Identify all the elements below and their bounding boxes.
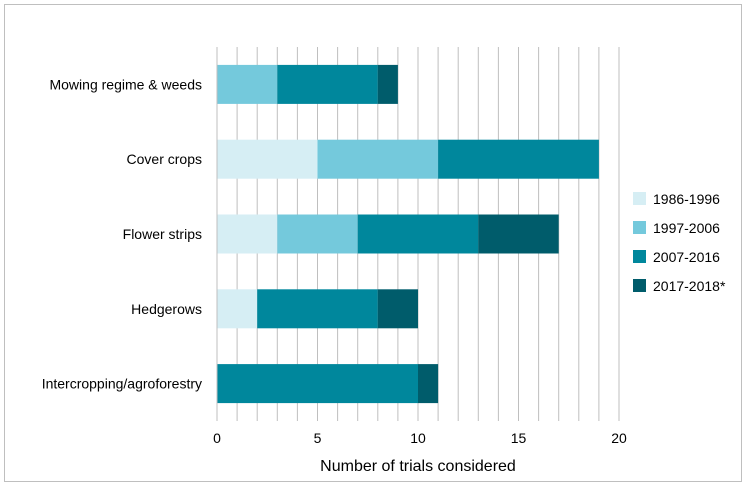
x-axis: 0 5 10 15 20 — [213, 47, 627, 446]
bar-segment — [377, 64, 398, 104]
bar-segment — [377, 289, 418, 329]
legend-swatch — [633, 192, 646, 205]
x-tick-label: 5 — [314, 430, 322, 446]
bar-segment — [277, 214, 358, 254]
category-label: Intercropping/agroforestry — [42, 376, 202, 392]
bar-segment — [217, 364, 418, 404]
bar-segment — [217, 289, 258, 329]
category-label: Cover crops — [127, 151, 202, 167]
legend-label: 1997-2006 — [653, 220, 720, 236]
x-tick-label: 20 — [611, 430, 627, 446]
bar-segment — [357, 214, 479, 254]
legend-label: 2007-2016 — [653, 249, 720, 265]
x-axis-title: Number of trials considered — [320, 458, 516, 475]
category-label: Mowing regime & weeds — [49, 76, 202, 92]
bar-segment — [478, 214, 559, 254]
category-labels: Mowing regime & weeds Cover crops Flower s… — [42, 76, 202, 391]
x-tick-label: 0 — [213, 430, 221, 446]
x-tick-label: 10 — [410, 430, 426, 446]
legend-label: 2017-2018* — [653, 278, 726, 294]
bar-segment — [277, 64, 378, 104]
bar-segment — [317, 139, 439, 179]
bar-segment — [217, 64, 278, 104]
bar-segment — [217, 139, 318, 179]
x-tick-label: 15 — [511, 430, 527, 446]
bars — [217, 64, 599, 404]
bar-segment — [217, 214, 278, 254]
legend-swatch — [633, 250, 646, 263]
legend-swatch — [633, 279, 646, 292]
bar-segment — [418, 364, 439, 404]
legend-swatch — [633, 221, 646, 234]
bar-segment — [257, 289, 378, 329]
category-label: Flower strips — [123, 226, 202, 242]
legend-label: 1986-1996 — [653, 191, 720, 207]
legend: 1986-1996 1997-2006 2007-2016 2017-2018* — [633, 191, 726, 294]
bar-segment — [438, 139, 599, 179]
category-label: Hedgerows — [131, 301, 202, 317]
